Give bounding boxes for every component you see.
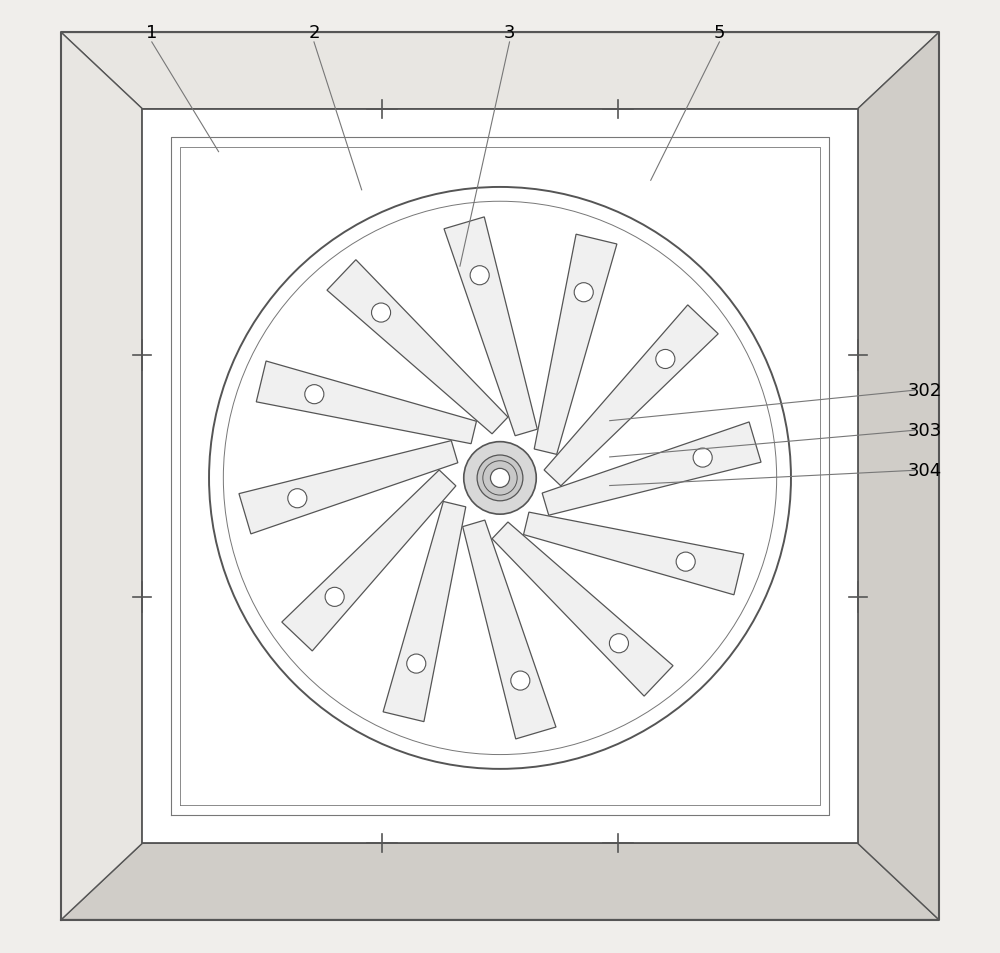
Polygon shape xyxy=(61,33,939,110)
Polygon shape xyxy=(542,422,761,516)
Polygon shape xyxy=(239,441,458,535)
Text: 5: 5 xyxy=(714,25,725,42)
Circle shape xyxy=(656,350,675,369)
Polygon shape xyxy=(524,513,744,596)
Circle shape xyxy=(288,489,307,508)
Polygon shape xyxy=(282,471,456,651)
Polygon shape xyxy=(383,502,466,721)
Polygon shape xyxy=(61,33,142,920)
Circle shape xyxy=(511,671,530,690)
Circle shape xyxy=(693,449,712,468)
Polygon shape xyxy=(534,235,617,455)
Circle shape xyxy=(407,655,426,674)
Text: 302: 302 xyxy=(907,382,942,399)
Polygon shape xyxy=(492,522,673,697)
Text: 303: 303 xyxy=(907,422,942,439)
Text: 2: 2 xyxy=(308,25,320,42)
Circle shape xyxy=(372,304,391,323)
Circle shape xyxy=(676,553,695,572)
Polygon shape xyxy=(544,306,718,486)
Polygon shape xyxy=(444,217,537,436)
Polygon shape xyxy=(858,33,939,920)
FancyBboxPatch shape xyxy=(142,110,858,843)
Text: 1: 1 xyxy=(146,25,157,42)
Circle shape xyxy=(609,634,628,653)
Circle shape xyxy=(574,283,593,302)
Polygon shape xyxy=(463,520,556,740)
Polygon shape xyxy=(327,260,508,435)
Circle shape xyxy=(477,456,523,501)
Circle shape xyxy=(490,469,510,488)
Text: 304: 304 xyxy=(907,462,942,479)
Polygon shape xyxy=(61,843,939,920)
Circle shape xyxy=(470,267,489,286)
Circle shape xyxy=(305,385,324,404)
Polygon shape xyxy=(256,361,476,444)
Circle shape xyxy=(325,588,344,607)
Circle shape xyxy=(464,442,536,515)
Text: 3: 3 xyxy=(504,25,515,42)
